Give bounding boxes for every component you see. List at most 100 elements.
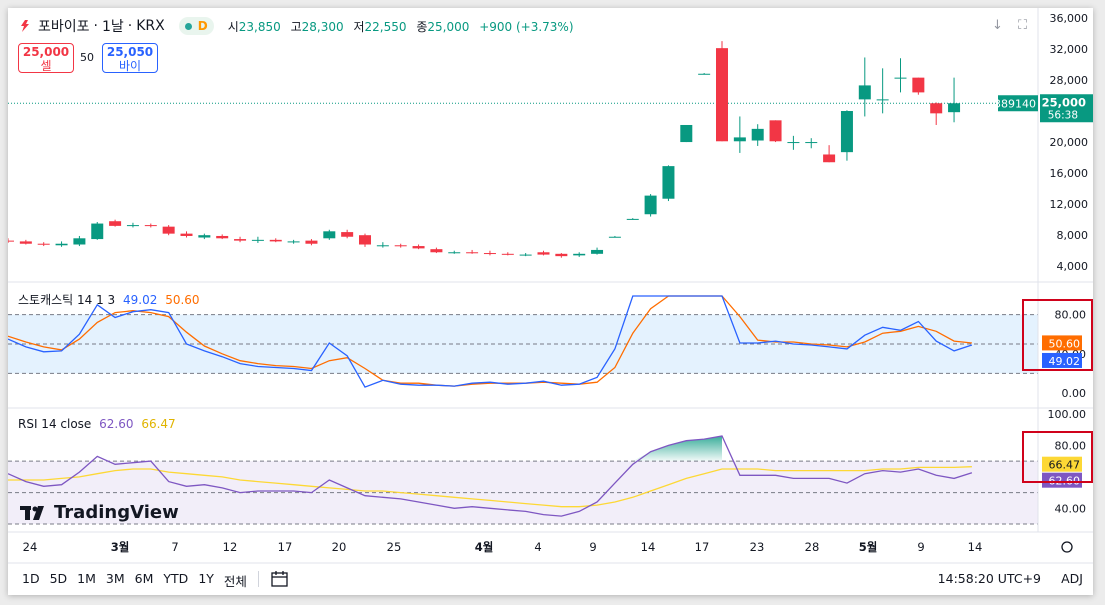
range-3m[interactable]: 3M — [105, 571, 125, 586]
candle-body[interactable] — [591, 249, 604, 254]
candle-body[interactable] — [626, 218, 639, 220]
candle-body[interactable] — [180, 233, 193, 236]
price-axis-label: 8,000 — [1057, 229, 1089, 242]
candle-body[interactable] — [466, 252, 479, 254]
time-axis-label: 9 — [589, 540, 596, 554]
candle-body[interactable] — [216, 235, 229, 239]
candle-body[interactable] — [644, 195, 657, 215]
candle-body[interactable] — [894, 77, 907, 79]
candle-body[interactable] — [930, 103, 943, 114]
rsi-axis-label: 80.00 — [1055, 439, 1087, 452]
price-axis-label: 20,000 — [1050, 136, 1089, 149]
range-ytd[interactable]: YTD — [163, 571, 189, 586]
candle-body[interactable] — [608, 236, 621, 238]
market-status-badge[interactable]: D — [178, 17, 214, 35]
open-value: 23,850 — [238, 19, 281, 34]
sell-label: 셀 — [40, 59, 52, 73]
symbol-logo-icon — [21, 20, 29, 32]
candle-body[interactable] — [305, 240, 318, 244]
candle-body[interactable] — [109, 221, 122, 226]
candle-body[interactable] — [840, 111, 853, 153]
adj-toggle[interactable]: ADJ — [1061, 571, 1083, 586]
time-axis-label: 17 — [278, 540, 293, 554]
candle-body[interactable] — [73, 238, 86, 245]
sell-price: 25,000 — [22, 45, 70, 59]
rsi-axis-label: 100.00 — [1048, 408, 1087, 421]
candle-body[interactable] — [769, 120, 782, 142]
candle-body[interactable] — [698, 73, 711, 75]
candle-body[interactable] — [19, 241, 32, 244]
scroll-down-icon[interactable]: ↓ — [992, 18, 1003, 33]
rsi-ma-line — [8, 466, 972, 508]
rsi-legend[interactable]: RSI 14 close 62.60 66.47 — [18, 417, 176, 431]
range-5d[interactable]: 5D — [49, 571, 68, 586]
candle-body[interactable] — [37, 243, 50, 245]
candle-body[interactable] — [126, 225, 139, 227]
candle-body[interactable] — [519, 254, 532, 256]
candle-body[interactable] — [234, 239, 247, 241]
candle-body[interactable] — [287, 241, 300, 243]
time-axis-label: 4월 — [475, 540, 494, 554]
candle-body[interactable] — [912, 77, 925, 93]
candle-body[interactable] — [448, 252, 461, 254]
candle-body[interactable] — [662, 166, 675, 199]
time-axis-label: 25 — [387, 540, 402, 554]
candle-body[interactable] — [359, 235, 371, 245]
candle-body[interactable] — [55, 243, 68, 246]
candle-body[interactable] — [537, 252, 550, 255]
candle-body[interactable] — [716, 48, 728, 142]
time-axis-label: 23 — [750, 540, 765, 554]
range-1y[interactable]: 1Y — [198, 571, 214, 586]
candle-body[interactable] — [751, 128, 764, 141]
range-all[interactable]: 전체 — [223, 574, 247, 589]
candle-body[interactable] — [144, 225, 157, 227]
candle-body[interactable] — [501, 253, 514, 255]
tradingview-logo-icon — [20, 505, 44, 520]
candle-body[interactable] — [555, 253, 568, 257]
stoch-highlight-box — [1022, 299, 1093, 371]
candle-body[interactable] — [269, 239, 282, 242]
candle-body[interactable] — [805, 142, 818, 144]
chart-canvas[interactable]: 36,000 32,000 28,000 20,000 16,000 12,000 8,00… — [8, 8, 1093, 595]
price-axis-label: 32,000 — [1050, 43, 1089, 56]
candle-body[interactable] — [680, 124, 693, 143]
candle-body[interactable] — [394, 245, 407, 247]
candle-body[interactable] — [8, 240, 14, 242]
candle-body[interactable] — [323, 231, 336, 239]
candle-body[interactable] — [341, 232, 354, 237]
candle-body[interactable] — [948, 103, 961, 113]
candle-body[interactable] — [823, 154, 836, 163]
range-6m[interactable]: 6M — [134, 571, 154, 586]
candle-body[interactable] — [787, 142, 800, 144]
tradingview-logo[interactable]: TradingView — [20, 502, 179, 523]
candle-body[interactable] — [91, 223, 104, 240]
buy-button[interactable]: 25,050 바이 — [102, 43, 158, 73]
symbol-legend[interactable]: 포바이포 · 1날 · KRX D 시23,850 고28,300 저22,55… — [18, 15, 574, 37]
candle-body[interactable] — [483, 253, 496, 255]
stoch-axis-label: 0.00 — [1062, 387, 1087, 400]
candle-body[interactable] — [251, 239, 264, 241]
rsi-ma-tag — [1042, 456, 1082, 472]
symbol-interval[interactable]: 1날 — [101, 19, 124, 35]
candle-body[interactable] — [733, 137, 746, 142]
candle-body[interactable] — [376, 245, 389, 247]
sell-button[interactable]: 25,000 셀 — [18, 43, 74, 73]
chart-settings-icon[interactable] — [1061, 541, 1073, 553]
stoch-legend[interactable]: 스토캐스틱 14 1 3 49.02 50.60 — [18, 291, 200, 308]
candle-body[interactable] — [876, 99, 889, 101]
range-1m[interactable]: 1M — [77, 571, 96, 586]
rsi-tag — [1042, 472, 1082, 488]
symbol-exchange: KRX — [136, 18, 165, 34]
candle-body[interactable] — [858, 85, 871, 100]
time-axis-label: 9 — [917, 540, 924, 554]
fullscreen-icon[interactable]: ⛶ — [1018, 18, 1028, 33]
range-1d[interactable]: 1D — [22, 571, 40, 586]
candle-body[interactable] — [573, 253, 586, 256]
candle-body[interactable] — [430, 249, 443, 253]
clock-timezone[interactable]: 14:58:20 UTC+9 — [937, 571, 1041, 586]
candle-body[interactable] — [198, 235, 211, 238]
candle-body[interactable] — [162, 226, 175, 234]
candle-body[interactable] — [412, 246, 425, 249]
calendar-range-icon[interactable] — [270, 569, 290, 589]
rsi-axis-label: 40.00 — [1055, 502, 1087, 515]
